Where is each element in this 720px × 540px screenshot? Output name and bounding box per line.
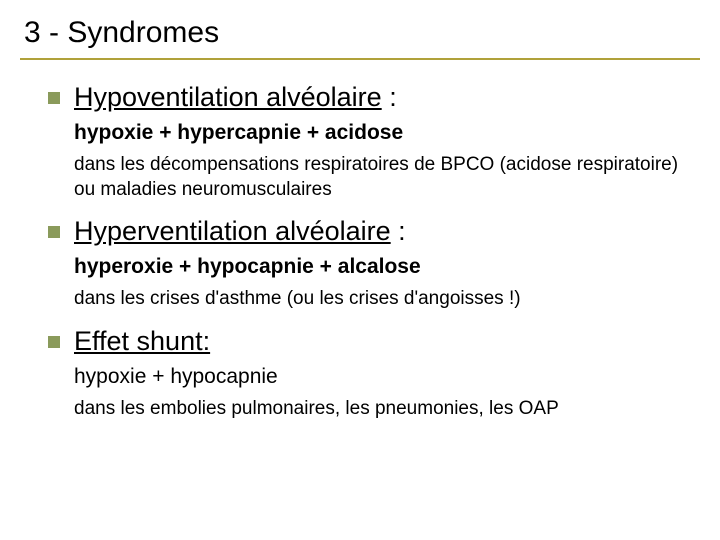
syndrome-heading: Effet shunt: [74, 326, 210, 357]
square-bullet-icon [48, 336, 60, 348]
heading-row: Hypoventilation alvéolaire : [48, 82, 700, 113]
square-bullet-icon [48, 92, 60, 104]
syndrome-heading: Hypoventilation alvéolaire : [74, 82, 397, 113]
square-bullet-icon [48, 226, 60, 238]
syndrome-description: dans les crises d'asthme (ou les crises … [74, 287, 700, 312]
syndrome-description: dans les embolies pulmonaires, les pneum… [74, 397, 700, 422]
heading-text: Effet shunt: [74, 326, 210, 356]
content-area: Hypoventilation alvéolaire : hypoxie + h… [20, 82, 700, 422]
syndrome-description: dans les décompensations respiratoires d… [74, 153, 700, 202]
syndrome-formula: hypoxie + hypercapnie + acidose [74, 121, 700, 145]
syndrome-item: Hyperventilation alvéolaire : hyperoxie … [48, 216, 700, 312]
heading-row: Effet shunt: [48, 326, 700, 357]
title-container: 3 - Syndromes [20, 10, 700, 60]
syndrome-body: hyperoxie + hypocapnie + alcalose dans l… [48, 255, 700, 312]
syndrome-item: Effet shunt: hypoxie + hypocapnie dans l… [48, 326, 700, 422]
heading-text: Hypoventilation alvéolaire [74, 82, 382, 112]
heading-text: Hyperventilation alvéolaire [74, 216, 391, 246]
syndrome-formula: hyperoxie + hypocapnie + alcalose [74, 255, 700, 279]
syndrome-item: Hypoventilation alvéolaire : hypoxie + h… [48, 82, 700, 202]
syndrome-formula: hypoxie + hypocapnie [74, 365, 700, 389]
syndrome-heading: Hyperventilation alvéolaire : [74, 216, 406, 247]
syndrome-body: hypoxie + hypercapnie + acidose dans les… [48, 121, 700, 202]
slide-title: 3 - Syndromes [24, 16, 700, 50]
heading-suffix: : [382, 82, 397, 112]
syndrome-body: hypoxie + hypocapnie dans les embolies p… [48, 365, 700, 422]
slide: 3 - Syndromes Hypoventilation alvéolaire… [0, 0, 720, 456]
heading-row: Hyperventilation alvéolaire : [48, 216, 700, 247]
heading-suffix: : [391, 216, 406, 246]
